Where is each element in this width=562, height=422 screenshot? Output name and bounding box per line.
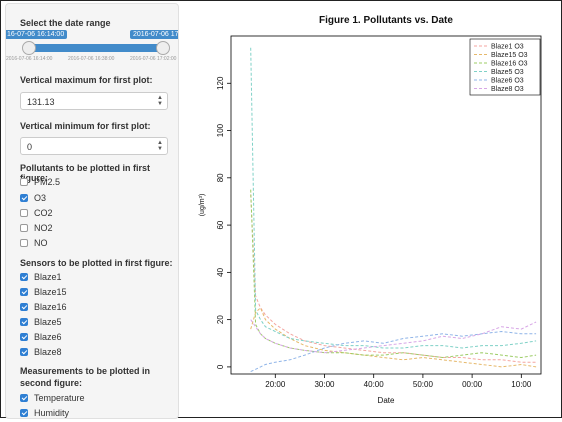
y-tick-label: 20 bbox=[216, 315, 225, 324]
pollutant-checkbox-no2[interactable]: NO2 bbox=[20, 223, 53, 233]
checkbox-checked-icon[interactable] bbox=[20, 318, 28, 326]
x-tick-label: 40:00 bbox=[364, 380, 385, 389]
measurements-label-line2: second figure: bbox=[20, 378, 83, 388]
x-tick-label: 50:00 bbox=[413, 380, 434, 389]
vmin-value: 0 bbox=[27, 142, 33, 152]
plot-area: Figure 1. Pollutants vs. Date 0 20 40 60 80 10… bbox=[181, 1, 561, 417]
series-line bbox=[250, 47, 537, 349]
vmax-label: Vertical maximum for first plot: bbox=[20, 75, 153, 85]
checkbox-checked-icon[interactable] bbox=[20, 333, 28, 341]
measurement-checkbox-temperature[interactable]: Temperature bbox=[20, 393, 85, 403]
measurement-checkbox-humidity[interactable]: Humidity bbox=[20, 408, 69, 418]
checkbox-checked-icon[interactable] bbox=[20, 288, 28, 296]
vmax-input[interactable]: 131.13 ▲ ▼ bbox=[20, 92, 168, 110]
slider-end-handle[interactable] bbox=[156, 41, 170, 55]
slider-end-pill: 2016-07-06 17:13:00 bbox=[130, 30, 178, 39]
date-range-slider-selection bbox=[28, 44, 164, 52]
sensor-checkbox-blaze16[interactable]: Blaze16 bbox=[20, 302, 67, 312]
sensor-checkbox-blaze1[interactable]: Blaze1 bbox=[20, 272, 62, 282]
pollutant-checkbox-co2[interactable]: CO2 bbox=[20, 208, 53, 218]
pollutant-checkbox-no[interactable]: NO bbox=[20, 238, 48, 248]
x-tick-label: 20:00 bbox=[265, 380, 286, 389]
y-tick-label: 80 bbox=[216, 173, 225, 182]
pollutant-checkbox-pm25[interactable]: PM2.5 bbox=[20, 177, 60, 187]
measurements-label-line1: Measurements to be plotted in bbox=[20, 366, 151, 376]
series-line bbox=[250, 194, 537, 363]
legend-box bbox=[469, 38, 541, 96]
checkbox-icon[interactable] bbox=[20, 209, 28, 217]
slider-start-handle[interactable] bbox=[22, 41, 36, 55]
checkbox-checked-icon[interactable] bbox=[20, 303, 28, 311]
x-tick-label: 00:00 bbox=[462, 380, 483, 389]
vmin-stepper-icon[interactable]: ▲ ▼ bbox=[157, 140, 163, 152]
y-axis-label: (ug/m³) bbox=[199, 194, 206, 217]
series-line bbox=[250, 330, 537, 373]
legend-entry: Blaze15 O3 bbox=[491, 52, 528, 59]
checkbox-icon[interactable] bbox=[20, 239, 28, 247]
y-tick-label: 120 bbox=[216, 76, 225, 90]
x-axis-label: Date bbox=[378, 396, 395, 405]
x-tick-label: 30:00 bbox=[314, 380, 335, 389]
sensor-checkbox-blaze5[interactable]: Blaze5 bbox=[20, 317, 62, 327]
sidebar-panel: Select the date range 16-07-06 16:14:00 … bbox=[5, 3, 179, 419]
date-range-label: Select the date range bbox=[20, 18, 111, 28]
legend-entry: Blaze6 O3 bbox=[491, 78, 524, 85]
plot-frame bbox=[230, 35, 542, 375]
series-line bbox=[250, 306, 537, 368]
slider-grid-label: 2016-07-06 16:38:00 bbox=[68, 56, 115, 62]
slider-start-pill: 16-07-06 16:14:00 bbox=[6, 30, 68, 39]
x-tick-label: 10:00 bbox=[511, 380, 532, 389]
pollutants-label: Pollutants to be plotted in first figure… bbox=[20, 163, 150, 183]
slider-grid-label: 2016-07-06 17:02:00 bbox=[130, 56, 177, 62]
legend-entry: Blaze16 O3 bbox=[491, 61, 528, 68]
chart-title: Figure 1. Pollutants vs. Date bbox=[319, 15, 453, 26]
legend-entry: Blaze5 O3 bbox=[491, 69, 524, 76]
y-tick-label: 60 bbox=[216, 220, 225, 229]
sensor-checkbox-blaze8[interactable]: Blaze8 bbox=[20, 347, 62, 357]
checkbox-checked-icon[interactable] bbox=[20, 273, 28, 281]
checkbox-icon[interactable] bbox=[20, 224, 28, 232]
checkbox-checked-icon[interactable] bbox=[20, 409, 28, 417]
vmax-stepper-icon[interactable]: ▲ ▼ bbox=[157, 95, 163, 107]
vmin-input[interactable]: 0 ▲ ▼ bbox=[20, 137, 168, 155]
legend-entry: Blaze1 O3 bbox=[491, 44, 524, 51]
series-line bbox=[250, 189, 537, 359]
pollutants-chart: Figure 1. Pollutants vs. Date 0 20 40 60 80 10… bbox=[199, 15, 542, 405]
pollutant-checkbox-o3[interactable]: O3 bbox=[20, 193, 46, 203]
legend-entry: Blaze8 O3 bbox=[491, 86, 524, 93]
sensor-checkbox-blaze6[interactable]: Blaze6 bbox=[20, 332, 62, 342]
y-tick-label: 40 bbox=[216, 267, 225, 276]
vmin-label: Vertical minimum for first plot: bbox=[20, 121, 151, 131]
sensor-checkbox-blaze15[interactable]: Blaze15 bbox=[20, 287, 67, 297]
checkbox-checked-icon[interactable] bbox=[20, 394, 28, 402]
checkbox-icon[interactable] bbox=[20, 178, 28, 186]
vmax-value: 131.13 bbox=[27, 97, 55, 107]
checkbox-checked-icon[interactable] bbox=[20, 348, 28, 356]
checkbox-checked-icon[interactable] bbox=[20, 194, 28, 202]
slider-grid-label: 2016-07-06 16:14:00 bbox=[6, 56, 53, 62]
y-tick-label: 0 bbox=[216, 364, 225, 369]
sensors-label: Sensors to be plotted in first figure: bbox=[20, 258, 173, 268]
y-tick-label: 100 bbox=[216, 123, 225, 137]
